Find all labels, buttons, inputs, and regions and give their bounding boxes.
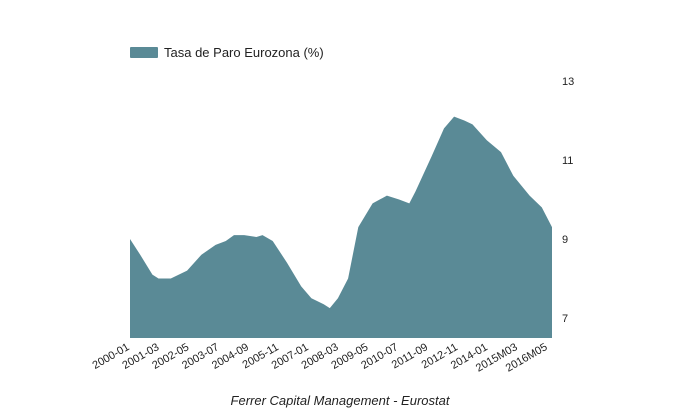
y-tick-label: 7 xyxy=(562,313,568,325)
legend-label: Tasa de Paro Eurozona (%) xyxy=(164,45,324,60)
y-tick-label: 9 xyxy=(562,234,568,246)
y-axis-ticks: 7 9 11 13 xyxy=(562,76,574,325)
y-tick-label: 13 xyxy=(562,76,574,88)
legend-swatch xyxy=(130,47,158,58)
x-axis-ticks: 2000-012001-032002-052003-072004-092005-… xyxy=(91,341,550,374)
y-tick-label: 11 xyxy=(562,155,573,167)
source-caption: Ferrer Capital Management - Eurostat xyxy=(231,393,451,408)
legend: Tasa de Paro Eurozona (%) xyxy=(130,45,324,60)
unemployment-area-series xyxy=(130,116,552,338)
